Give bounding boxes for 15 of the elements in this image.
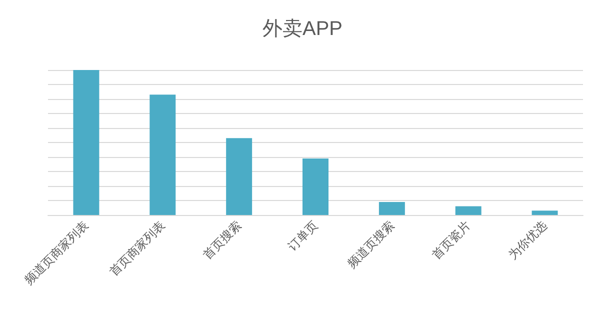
x-tick-label: 订单页 bbox=[285, 218, 320, 254]
bar bbox=[302, 158, 328, 215]
bar bbox=[150, 94, 176, 215]
x-tick-label: 首页瓷片 bbox=[429, 218, 474, 262]
bar bbox=[226, 138, 252, 215]
bar bbox=[455, 206, 482, 215]
x-tick-label: 频道页商家列表 bbox=[22, 218, 92, 288]
x-tick-label: 为你优选 bbox=[506, 218, 550, 262]
bar bbox=[73, 70, 100, 215]
bar bbox=[378, 202, 405, 215]
x-tick-label: 首页搜索 bbox=[200, 218, 244, 262]
bar bbox=[532, 210, 558, 215]
x-tick-label: 首页商家列表 bbox=[106, 218, 168, 279]
chart-title: 外卖APP bbox=[262, 18, 343, 40]
x-tick-label: 频道页搜索 bbox=[344, 218, 397, 270]
